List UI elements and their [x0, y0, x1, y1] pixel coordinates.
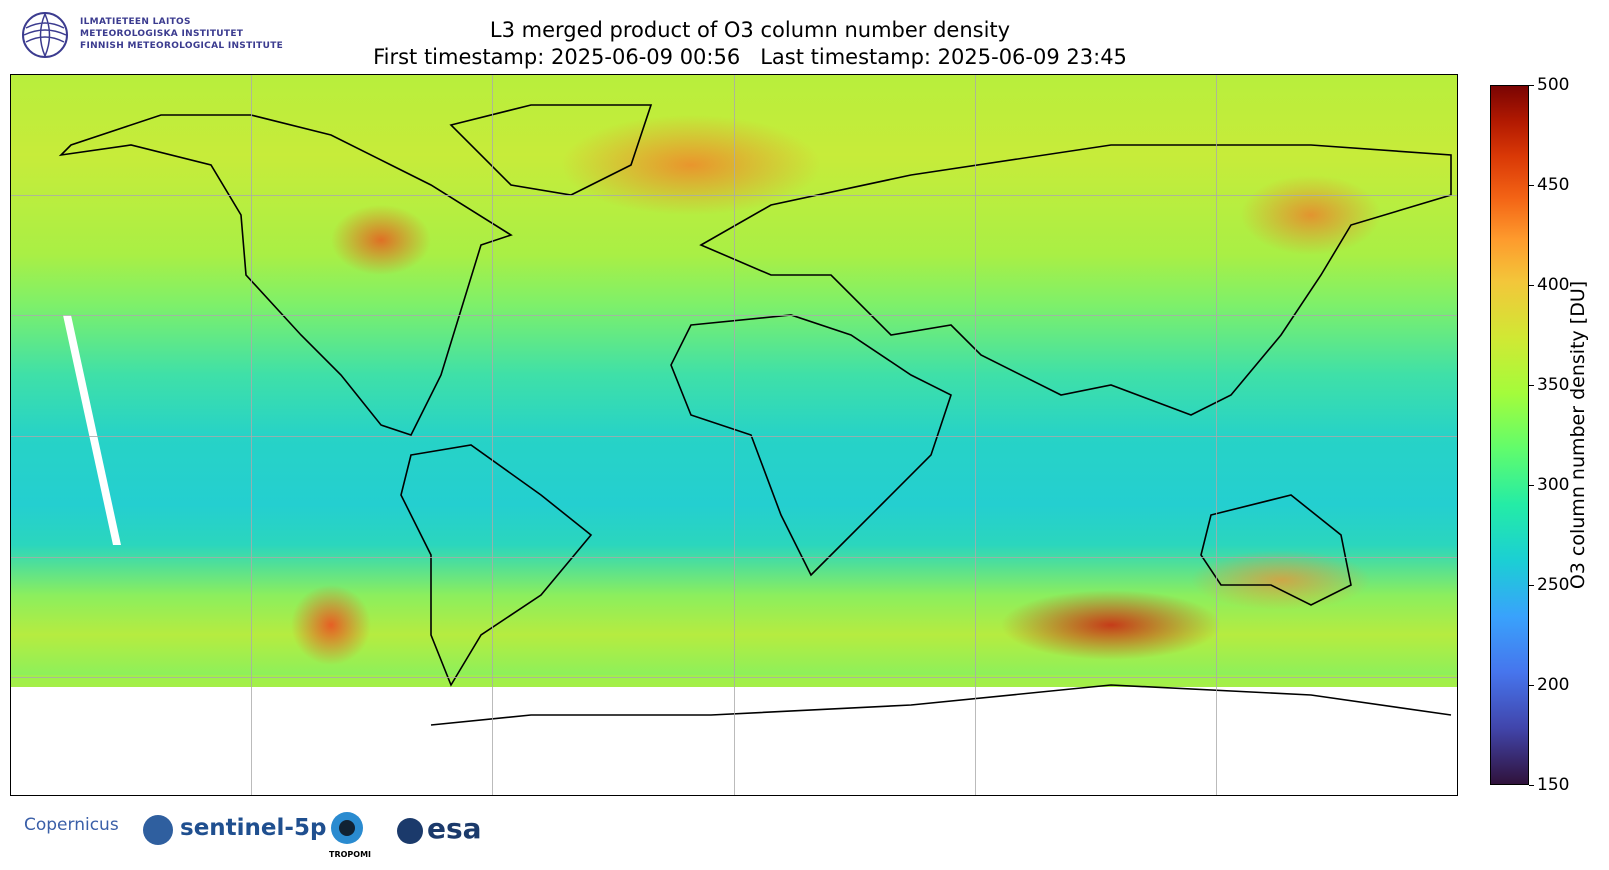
logo-text: FINNISH METEOROLOGICAL INSTITUTE	[80, 41, 284, 51]
colorbar-tick	[1529, 284, 1534, 286]
colorbar-tick	[1529, 384, 1534, 386]
subtitle: First timestamp: 2025-06-09 00:56 Last t…	[373, 45, 1127, 69]
colorbar-tick-label: 200	[1537, 675, 1570, 695]
logo-text: ILMATIETEEN LAITOS	[80, 17, 191, 27]
colorbar-tick-label: 250	[1537, 575, 1570, 595]
colorbar-tick-label: 500	[1537, 75, 1570, 95]
colorbar-tick-label: 450	[1537, 175, 1570, 195]
tropomi-icon	[331, 812, 363, 844]
logo-esa: esa	[427, 812, 482, 845]
logo-sentinel: sentinel-5p	[180, 815, 327, 841]
colorbar-tick	[1529, 84, 1534, 86]
logo-copernicus: Copernicus	[24, 815, 119, 835]
colorbar-tick-label: 150	[1537, 775, 1570, 795]
colorbar-tick-label: 300	[1537, 475, 1570, 495]
colorbar-tick-label: 350	[1537, 375, 1570, 395]
esa-icon	[397, 818, 423, 844]
colorbar-tick	[1529, 484, 1534, 486]
logo-text: METEOROLOGISKA INSTITUTET	[80, 29, 244, 39]
colorbar-tick	[1529, 184, 1534, 186]
colorbar-tick	[1529, 784, 1534, 786]
colorbar-tick-label: 400	[1537, 275, 1570, 295]
colorbar-tick	[1529, 684, 1534, 686]
title: L3 merged product of O3 column number de…	[489, 18, 1011, 42]
colorbar	[1490, 85, 1529, 785]
logo-tropomi: TROPOMI	[329, 850, 372, 859]
sentinel-icon	[143, 815, 173, 845]
ozone-map	[10, 74, 1458, 796]
colorbar-label: O3 column number density [DU]	[1567, 280, 1589, 590]
fmi-logo	[22, 12, 68, 58]
colorbar-tick	[1529, 584, 1534, 586]
